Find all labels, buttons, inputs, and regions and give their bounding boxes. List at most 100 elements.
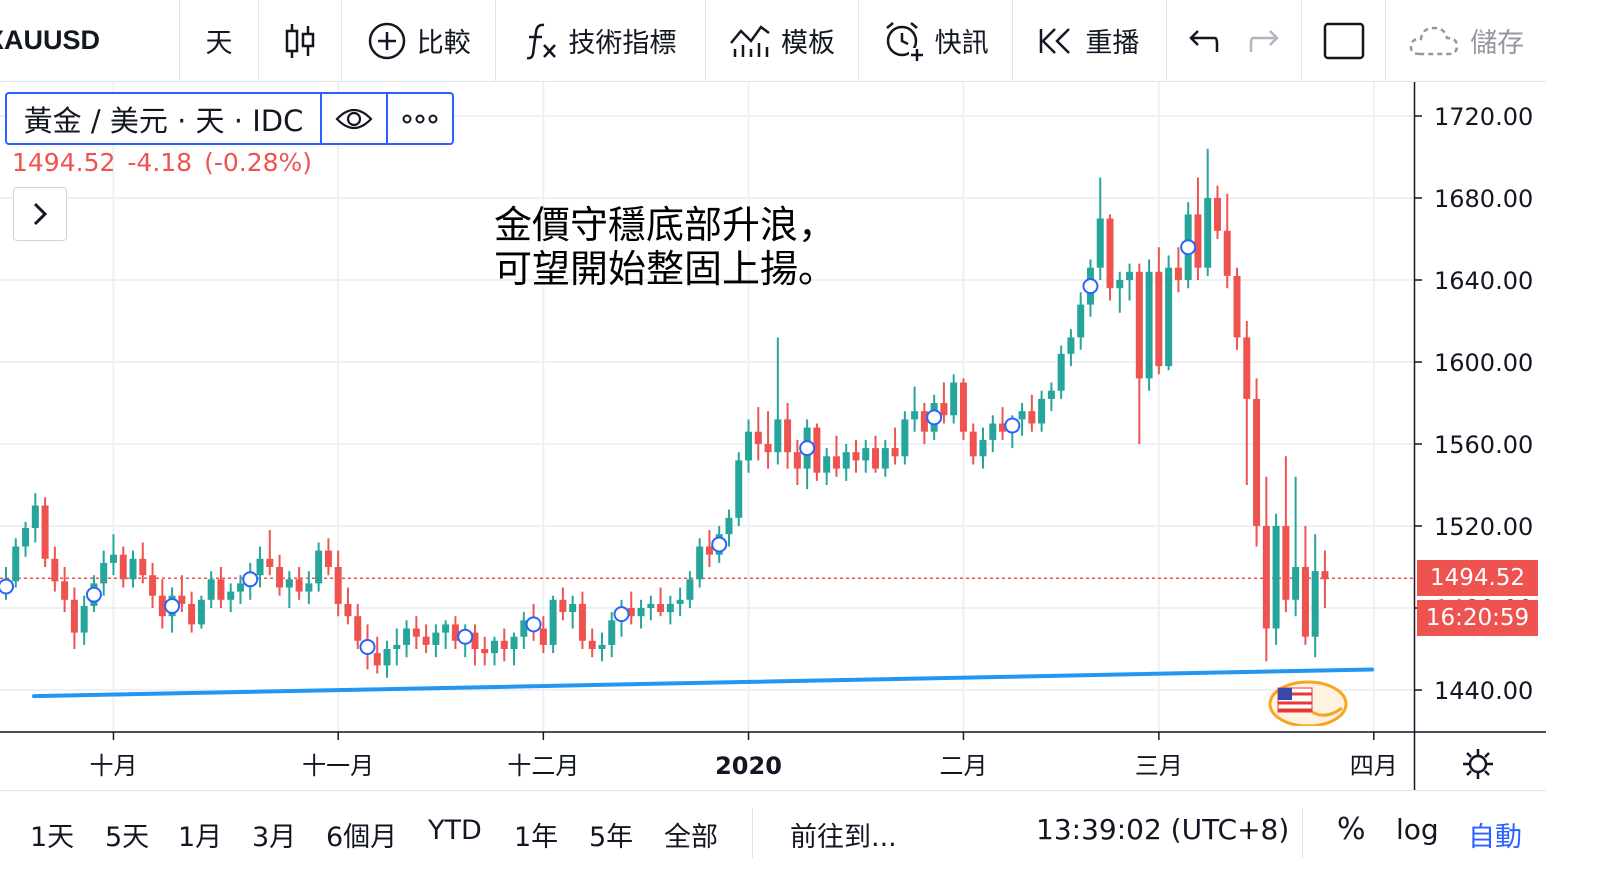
candle: [22, 521, 30, 557]
candle-body: [1145, 271, 1153, 379]
price-tick-label: 1720.00: [1434, 103, 1533, 131]
event-marker-icon: [164, 597, 181, 614]
legend-change-pct: (-0.28%): [204, 148, 313, 177]
range-3m-button[interactable]: 3月: [252, 822, 297, 853]
range-5d-button[interactable]: 5天: [105, 822, 150, 853]
redo-icon[interactable]: [1249, 28, 1281, 54]
goto-date-button[interactable]: 前往到...: [790, 822, 897, 853]
indicators-button[interactable]: 技術指標: [496, 0, 706, 82]
visibility-toggle[interactable]: [322, 94, 388, 143]
candle-body: [823, 456, 831, 473]
interval-button[interactable]: 天: [180, 0, 260, 82]
templates-button[interactable]: 模板: [706, 0, 860, 82]
range-all-button[interactable]: 全部: [664, 822, 718, 853]
candle: [793, 439, 801, 485]
chart-settings-button[interactable]: [1458, 744, 1498, 784]
candle: [334, 550, 342, 617]
candle-body: [657, 603, 665, 613]
price-chart[interactable]: 1440.001480.001520.001560.001600.001640.…: [0, 82, 1546, 790]
candle: [1155, 247, 1163, 375]
candle: [1047, 382, 1055, 412]
range-1m-button[interactable]: 1月: [178, 822, 223, 853]
range-6m-button[interactable]: 6個月: [326, 822, 398, 853]
candle-body: [1262, 526, 1270, 629]
range-ytd-button[interactable]: YTD: [428, 815, 482, 846]
save-button[interactable]: 儲存: [1386, 0, 1546, 82]
symbol-search-button[interactable]: XAUUSD: [0, 0, 180, 82]
candle: [920, 403, 928, 444]
candle: [999, 407, 1007, 440]
candle: [1233, 267, 1241, 350]
candle-body: [911, 411, 919, 420]
candle-body: [1028, 411, 1036, 424]
candle: [393, 628, 401, 666]
candle: [676, 587, 684, 617]
markers-layer: [0, 239, 1197, 655]
undo-icon[interactable]: [1187, 28, 1219, 54]
candle-body: [403, 628, 411, 645]
more-options-button[interactable]: [388, 94, 452, 143]
candle-body: [412, 628, 420, 637]
candle: [940, 382, 948, 424]
candle: [315, 542, 323, 592]
time-tick-label: 三月: [1135, 752, 1183, 780]
candle: [129, 550, 137, 588]
candle: [569, 595, 577, 629]
event-marker-icon: [359, 638, 376, 655]
candle: [959, 378, 967, 440]
legend-title: 黃金 / 美元 · 天 · IDC: [7, 94, 322, 143]
candle-body: [109, 554, 117, 563]
candle: [109, 534, 117, 576]
candle: [471, 624, 479, 666]
candle-body: [832, 456, 840, 469]
candle-body: [549, 599, 557, 645]
event-marker-icon: [613, 606, 630, 623]
candle-body: [959, 382, 967, 432]
event-marker-icon: [711, 536, 728, 553]
alert-button[interactable]: 快訊: [859, 0, 1014, 82]
range-1y-button[interactable]: 1年: [514, 822, 559, 853]
candle: [178, 575, 186, 613]
candle-body: [276, 567, 284, 588]
support-trendline: [32, 667, 1375, 699]
compare-button[interactable]: 比較: [342, 0, 497, 82]
range-1d-button[interactable]: 1天: [30, 822, 75, 853]
timezone-clock[interactable]: 13:39:02 (UTC+8): [1036, 813, 1290, 846]
candle-body: [999, 423, 1007, 432]
candle-body: [989, 423, 997, 440]
candle-body: [1174, 267, 1182, 280]
candle: [754, 407, 762, 461]
candle-body: [588, 640, 596, 649]
expand-legend-button[interactable]: [13, 187, 67, 241]
range-5y-button[interactable]: 5年: [589, 822, 634, 853]
candle: [1038, 390, 1046, 432]
auto-scale-toggle[interactable]: 自動: [1468, 822, 1522, 853]
log-scale-toggle[interactable]: log: [1396, 813, 1439, 846]
gear-icon: [1463, 749, 1493, 779]
candle-body: [813, 427, 821, 473]
legend-change: -4.18: [127, 148, 193, 177]
percent-scale-toggle[interactable]: %: [1337, 812, 1366, 847]
candle: [295, 567, 303, 600]
event-marker-icon: [457, 628, 474, 645]
candle-body: [745, 431, 753, 461]
candle: [1057, 345, 1065, 399]
candle: [442, 620, 450, 649]
chart-type-button[interactable]: [259, 0, 343, 82]
candle-body: [41, 505, 49, 559]
candle-body: [1155, 271, 1163, 367]
replay-button[interactable]: 重播: [1013, 0, 1167, 82]
time-tick-label: 二月: [939, 752, 987, 780]
layout-button[interactable]: [1302, 0, 1387, 82]
chart-annotation-text[interactable]: 金價守穩底部升浪， 可望開始整固上揚。: [494, 203, 837, 291]
candle-body: [979, 439, 987, 457]
candle: [1067, 329, 1075, 367]
candle: [1018, 403, 1026, 436]
candle: [100, 550, 108, 596]
bottom-toolbar: [0, 790, 1546, 888]
candle: [627, 591, 635, 625]
interval-label: 天: [205, 28, 233, 59]
event-marker-icon: [799, 440, 816, 457]
candle-body: [1253, 398, 1261, 526]
eye-icon: [335, 108, 373, 129]
